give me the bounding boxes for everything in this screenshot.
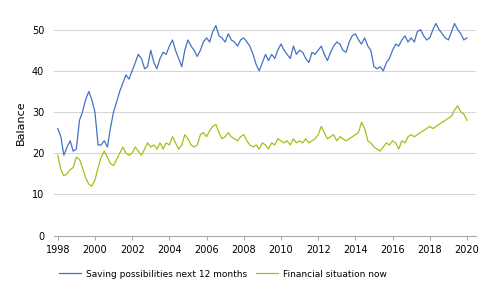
Saving possibilities next 12 months xyxy=(340,48,346,52)
Financial situation now xyxy=(315,133,321,137)
Financial situation now xyxy=(452,108,458,112)
Line: Financial situation now: Financial situation now xyxy=(58,106,467,186)
Line: Saving possibilities next 12 months: Saving possibilities next 12 months xyxy=(58,24,467,155)
Saving possibilities next 12 months xyxy=(61,153,67,157)
Financial situation now xyxy=(55,153,61,157)
Financial situation now xyxy=(464,118,470,122)
Financial situation now xyxy=(455,104,461,108)
Saving possibilities next 12 months xyxy=(315,48,321,52)
Saving possibilities next 12 months xyxy=(455,28,461,31)
Saving possibilities next 12 months xyxy=(464,36,470,40)
Financial situation now xyxy=(442,118,448,122)
Saving possibilities next 12 months xyxy=(327,50,333,54)
Saving possibilities next 12 months xyxy=(433,22,439,25)
Financial situation now xyxy=(327,135,333,139)
Saving possibilities next 12 months xyxy=(86,90,92,93)
Saving possibilities next 12 months xyxy=(55,127,61,130)
Saving possibilities next 12 months xyxy=(445,38,451,42)
Legend: Saving possibilities next 12 months, Financial situation now: Saving possibilities next 12 months, Fin… xyxy=(58,269,387,278)
Y-axis label: Balance: Balance xyxy=(16,100,27,145)
Financial situation now xyxy=(89,184,95,188)
Financial situation now xyxy=(340,137,346,141)
Financial situation now xyxy=(82,176,88,180)
